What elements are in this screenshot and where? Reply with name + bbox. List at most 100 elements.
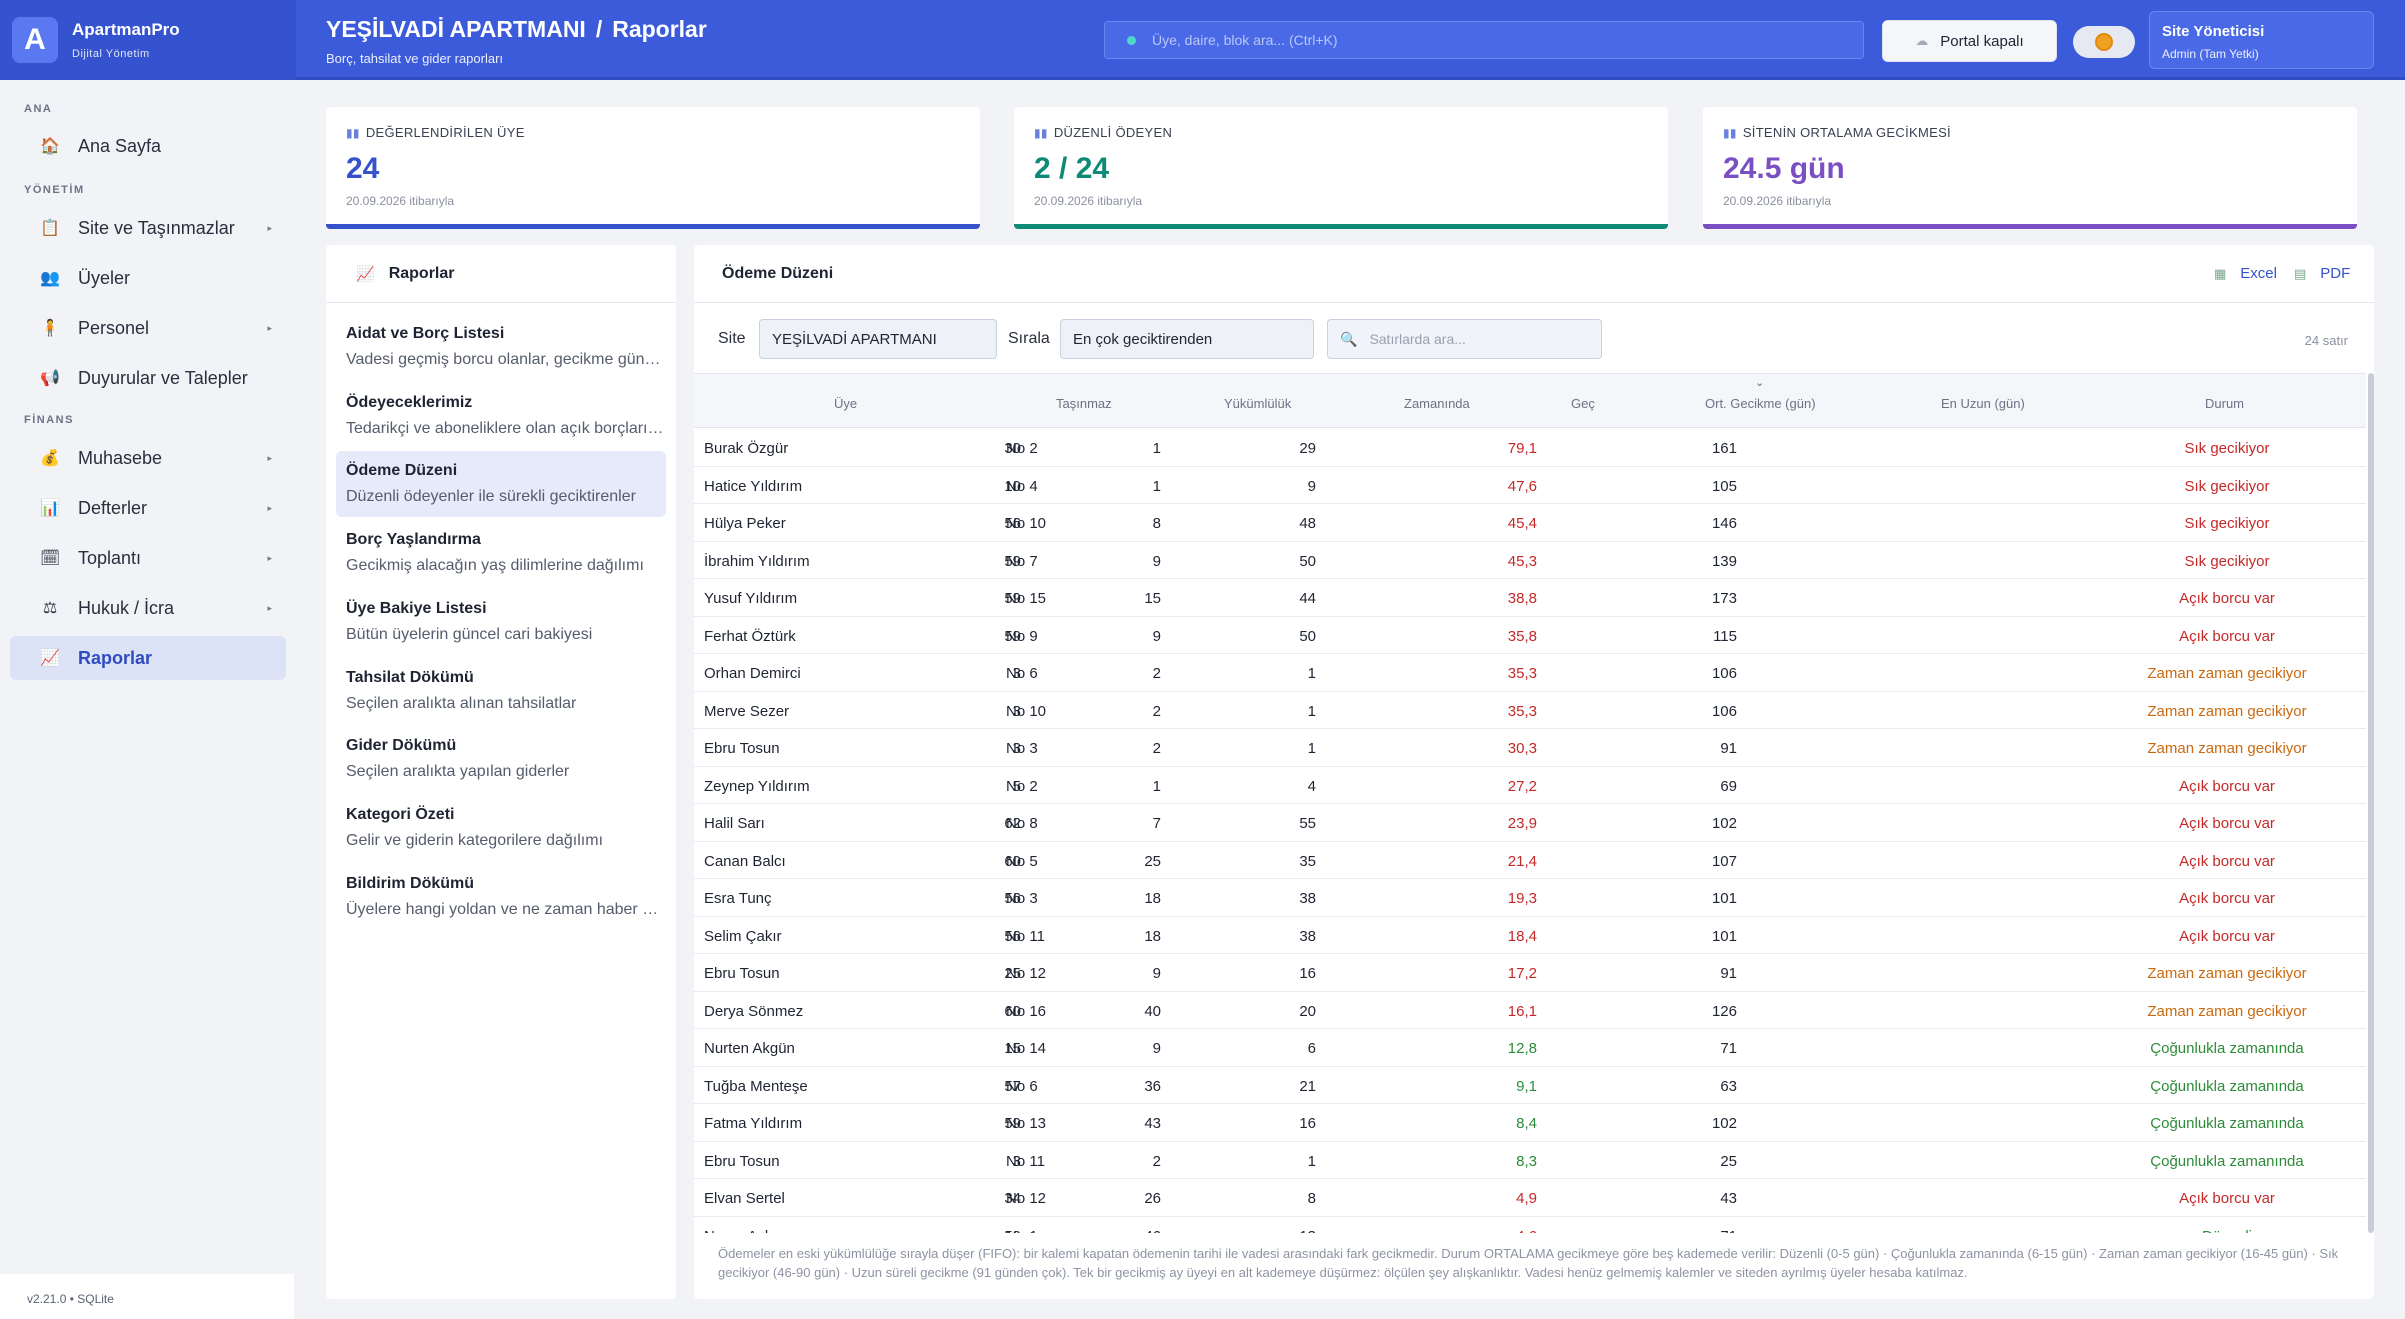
cell-en-uzun: 173 — [1711, 590, 1737, 607]
stat-card-avg-delay: ▮▮ SİTENİN ORTALAMA GECİKMESİ 24.5 gün 20… — [1703, 107, 2357, 229]
cell-tasinmaz: No 5 — [1006, 852, 1038, 870]
col-ort-gecikme[interactable]: Ort. Gecikme (gün) — [1705, 396, 1816, 411]
table-scrollbar[interactable] — [2368, 373, 2374, 1233]
table-row[interactable]: Ebru Tosun No 3 3 2 1 30,3 91 Zaman zaman gecik… — [694, 729, 2366, 767]
cell-yukumluluk: 62 — [1004, 815, 1021, 832]
sidebar-item-defterler[interactable]: 📊 Defterler ▸ — [40, 497, 272, 518]
user-role: Admin (Tam Yetki) — [2162, 47, 2259, 61]
col-gec[interactable]: Geç — [1571, 396, 1595, 411]
row-search-input[interactable]: 🔍 Satırlarda ara... — [1327, 319, 1602, 359]
cell-yukumluluk: 57 — [1004, 1077, 1021, 1095]
cell-durum: Zaman zaman gecikiyor — [2147, 1002, 2307, 1020]
sidebar-item-uyeler[interactable]: 👥 Üyeler — [40, 267, 131, 288]
money-bag-icon: 💰 — [40, 450, 60, 467]
table-row[interactable]: Yusuf Yıldırım No 15 59 15 44 38,8 173 Açık bor… — [694, 579, 2366, 617]
page-name: Raporlar — [612, 16, 707, 42]
cell-gec: 6 — [1307, 1040, 1316, 1057]
table-row[interactable]: İbrahim Yıldırım No 7 59 9 50 45,3 139 Sık geci… — [694, 542, 2366, 579]
sidebar-item-toplanti[interactable]: 🗓 Toplantı ▸ — [40, 547, 272, 568]
sidebar-item-muhasebe[interactable]: 💰 Muhasebe ▸ — [40, 447, 272, 468]
sort-select[interactable]: En çok geciktirenden — [1060, 319, 1314, 359]
table-row[interactable]: Nuray Aslan No 159 46 13 4,6 71 Düzenli — [694, 1217, 2366, 1234]
col-durum[interactable]: Durum — [2205, 396, 2245, 411]
sidebar-item-hukuk[interactable]: ⚖ Hukuk / İcra ▸ — [10, 586, 286, 630]
table-row[interactable]: Merve Sezer No 10 3 2 1 35,3 106 Zaman zaman ge… — [694, 692, 2366, 729]
cell-en-uzun: 91 — [1720, 965, 1737, 982]
table-row[interactable]: Nurten Akgün No 14 15 9 6 12,8 71 Çoğunlukla za… — [694, 1029, 2366, 1067]
cell-durum: Çoğunlukla zamanında — [2150, 1077, 2304, 1095]
col-yukumluluk[interactable]: Yükümlülük — [1224, 396, 1292, 411]
cell-ort-gecikme: 4,6 — [1516, 1228, 1537, 1234]
table-row[interactable]: Ebru Tosun No 12 25 9 16 17,2 91 Zaman zaman ge… — [694, 954, 2366, 992]
report-item[interactable]: Üye Bakiye Listesi Bütün üyelerin güncel … — [336, 589, 666, 655]
document-icon: ▤ — [2294, 265, 2307, 281]
brand[interactable]: A ApartmanPro Dijital Yönetim — [0, 0, 296, 80]
excel-export-button[interactable]: ▦ Excel — [2214, 265, 2277, 282]
table-row[interactable]: Orhan Demirci No 6 3 2 1 35,3 106 Zaman zaman g… — [694, 654, 2366, 692]
table-row[interactable]: Ferhat Öztürk No 9 59 9 50 35,8 115 Açık borcu … — [694, 617, 2366, 654]
col-tasinmaz[interactable]: Taşınmaz — [1056, 396, 1112, 411]
stat-date: 20.09.2026 itibarıyla — [1723, 194, 1832, 208]
col-uye[interactable]: Üye — [834, 396, 858, 411]
cell-ort-gecikme: 27,2 — [1507, 777, 1537, 795]
table-row[interactable]: Burak Özgür No 2 30 1 29 79,1 161 Sık gecikiyor — [694, 429, 2366, 467]
table-row[interactable]: Fatma Yıldırım No 13 59 43 16 8,4 102 Çoğunlukl… — [694, 1104, 2366, 1142]
report-item-title: Borç Yaşlandırma — [346, 531, 481, 549]
report-item[interactable]: Kategori Özeti Gelir ve giderin kategoril… — [336, 795, 666, 861]
table-row[interactable]: Derya Sönmez No 16 60 40 20 16,1 126 Zaman zama… — [694, 992, 2366, 1029]
cell-zamaninda: 9 — [1152, 1040, 1161, 1057]
table-row[interactable]: Selim Çakır No 11 56 18 38 18,4 101 Açık borcu … — [694, 917, 2366, 954]
report-item[interactable]: Aidat ve Borç Listesi Vadesi geçmiş borcu… — [336, 314, 666, 380]
user-menu[interactable]: Site Yöneticisi Admin (Tam Yetki) — [2149, 11, 2374, 69]
stat-accent-bar — [326, 224, 980, 229]
sidebar-item-duyurular[interactable]: 📢 Duyurular ve Talepler — [40, 367, 248, 388]
report-item[interactable]: Bildirim Dökümü Üyelere hangi yoldan ve n… — [336, 864, 666, 930]
sidebar-item-ana-sayfa[interactable]: 🏠 Ana Sayfa — [40, 135, 162, 156]
filter-bar: Site YEŞİLVADİ APARTMANI Sırala En çok g… — [694, 303, 2374, 373]
user-name: Site Yöneticisi — [2162, 23, 2265, 40]
theme-toggle[interactable] — [2073, 26, 2135, 58]
table-row[interactable]: Hülya Peker No 10 56 8 48 45,4 146 Sık gecikiyo… — [694, 504, 2366, 542]
global-search-input[interactable]: Üye, daire, blok ara... (Ctrl+K) — [1104, 21, 1864, 59]
table-row[interactable]: Hatice Yıldırım No 4 10 1 9 47,6 105 Sık geciki… — [694, 467, 2366, 504]
table-row[interactable]: Tuğba Menteşe No 6 57 36 21 9,1 63 Çoğunlukla z… — [694, 1067, 2366, 1104]
brand-subtitle: Dijital Yönetim — [72, 48, 150, 60]
cell-tasinmaz: No 10 — [1006, 515, 1047, 532]
cell-zamaninda: 40 — [1144, 1002, 1161, 1020]
table-row[interactable]: Esra Tunç No 3 56 18 38 19,3 101 Açık borcu var — [694, 879, 2366, 917]
table-row[interactable]: Halil Sarı No 8 62 7 55 23,9 102 Açık borcu var — [694, 804, 2366, 842]
report-item[interactable]: Tahsilat Dökümü Seçilen aralıkta alınan t… — [336, 658, 666, 724]
cell-en-uzun: 69 — [1720, 777, 1737, 795]
cell-tasinmaz: No 16 — [1006, 1002, 1047, 1020]
cell-ort-gecikme: 47,6 — [1507, 477, 1537, 495]
ledger-icon: 📊 — [40, 500, 60, 517]
table-row[interactable]: Zeynep Yıldırım No 2 5 1 4 27,2 69 Açık borcu v… — [694, 767, 2366, 804]
sidebar-item-personel[interactable]: 🧍 Personel ▸ — [40, 317, 272, 338]
table-row[interactable]: Canan Balcı No 5 60 25 35 21,4 107 Açık borcu v… — [694, 842, 2366, 879]
page-header: YEŞİLVADİ APARTMANI / Raporlar Borç, tahsi… — [326, 16, 707, 66]
report-item[interactable]: Ödeyeceklerimiz Tedarikçi ve aboneliklere… — [336, 383, 666, 449]
cell-tasinmaz: No 1 — [1006, 1228, 1038, 1234]
report-item[interactable]: Ödeme Düzeni Düzenli ödeyenler ile sürekl… — [336, 451, 666, 518]
report-item[interactable]: Borç Yaşlandırma Gecikmiş alacağın yaş di… — [336, 520, 666, 586]
cell-yukumluluk: 60 — [1004, 852, 1021, 870]
col-en-uzun[interactable]: En Uzun (gün) — [1941, 396, 2025, 411]
pdf-export-button[interactable]: ▤ PDF — [2294, 265, 2351, 282]
cell-tasinmaz: No 7 — [1006, 552, 1038, 570]
portal-button[interactable]: ☁ Portal kapalı — [1882, 20, 2057, 62]
sidebar-item-site[interactable]: 📋 Site ve Taşınmazlar ▸ — [40, 217, 272, 238]
report-item-title: Üye Bakiye Listesi — [346, 599, 487, 617]
cell-durum: Açık borcu var — [2179, 590, 2275, 607]
site-select[interactable]: YEŞİLVADİ APARTMANI — [759, 319, 997, 359]
cell-zamaninda: 25 — [1144, 852, 1161, 870]
sidebar-item-raporlar[interactable]: 📈 Raporlar — [10, 636, 286, 680]
cell-tasinmaz: No 12 — [1006, 965, 1047, 982]
cell-yukumluluk: 59 — [1004, 552, 1021, 570]
table-row[interactable]: Ebru Tosun No 11 3 2 1 8,3 25 Çoğunlukla zamanı… — [694, 1142, 2366, 1179]
table-row[interactable]: Elvan Sertel No 12 34 26 8 4,9 43 Açık borcu va… — [694, 1179, 2366, 1217]
col-zamaninda[interactable]: Zamanında — [1404, 396, 1470, 411]
cell-ort-gecikme: 35,3 — [1507, 702, 1537, 720]
cell-uye: Hatice Yıldırım — [704, 477, 803, 495]
report-item[interactable]: Gider Dökümü Seçilen aralıkta yapılan gid… — [336, 726, 666, 792]
megaphone-icon: 📢 — [40, 370, 60, 387]
